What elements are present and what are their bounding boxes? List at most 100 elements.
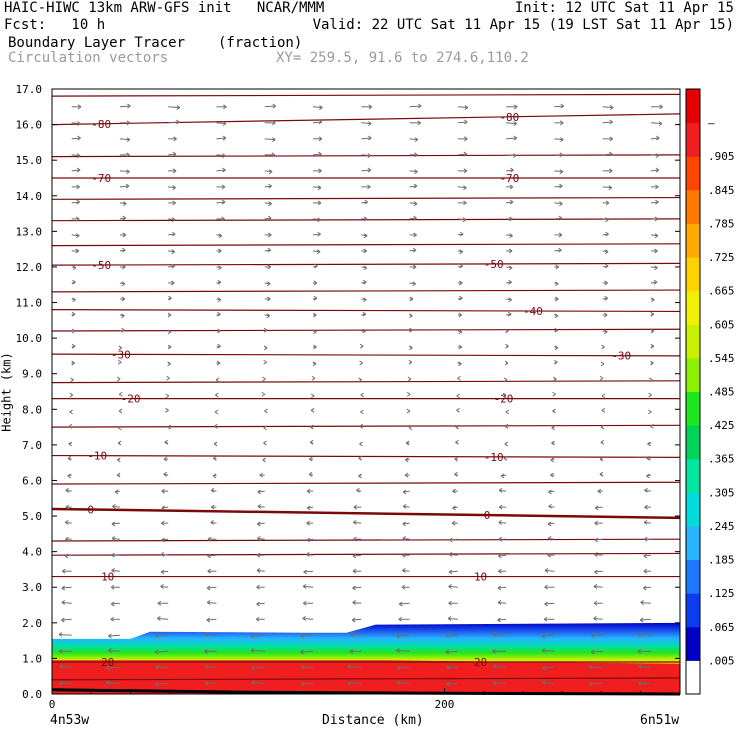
vector-arrowhead <box>396 665 401 671</box>
vector-arrowhead <box>272 120 276 126</box>
vector-arrowhead <box>492 680 497 686</box>
vector-arrowhead <box>75 248 79 254</box>
circulation-vector <box>251 666 265 669</box>
vector-arrowhead <box>111 568 115 573</box>
vector-arrowhead <box>256 552 261 558</box>
vector-arrowhead <box>459 249 463 255</box>
vector-arrowhead <box>222 167 226 173</box>
vector-arrowhead <box>396 648 400 653</box>
circulation-vector <box>591 650 603 653</box>
circulation-vector <box>396 649 410 652</box>
vector-arrowhead <box>160 584 164 589</box>
colorbar-swatch <box>686 593 700 628</box>
vector-arrowhead <box>112 503 116 509</box>
vector-arrowhead <box>646 473 650 479</box>
vector-arrowhead <box>367 153 372 159</box>
circulation-vector <box>71 122 81 125</box>
y-tick-label: 16.0 <box>16 119 43 132</box>
colorbar-swatch <box>686 89 700 124</box>
vector-arrowhead <box>413 183 418 189</box>
vector-arrowhead <box>69 392 74 398</box>
vector-arrowhead <box>363 297 367 303</box>
circulation-vector <box>361 154 371 157</box>
vector-arrowhead <box>257 489 261 495</box>
vector-arrowhead <box>167 344 172 350</box>
vector-arrowhead <box>217 328 221 334</box>
y-tick-label: 13.0 <box>16 225 43 238</box>
vector-arrowhead <box>643 568 648 574</box>
vector-arrowhead <box>550 457 554 463</box>
vector-arrowhead <box>272 103 277 109</box>
colorbar-swatch <box>686 391 700 426</box>
vector-arrowhead <box>349 632 354 637</box>
vector-arrowhead <box>310 407 315 413</box>
vector-arrowhead <box>68 441 72 447</box>
vector-arrowhead <box>551 425 555 431</box>
vector-arrowhead <box>637 632 642 637</box>
circulation-vector <box>506 201 514 204</box>
vector-arrowhead <box>604 280 608 286</box>
vector-arrowhead <box>464 136 468 142</box>
vector-arrowhead <box>76 184 80 190</box>
vector-arrowhead <box>353 519 357 525</box>
vector-arrowhead <box>510 167 514 173</box>
vector-arrowhead <box>554 345 559 351</box>
vector-arrowhead <box>72 279 76 285</box>
vector-arrowhead <box>363 248 367 254</box>
colorbar-swatch <box>686 357 700 392</box>
vector-arrowhead <box>409 313 413 319</box>
vector-arrowhead <box>458 312 463 318</box>
y-tick-label: 1.0 <box>22 652 42 665</box>
colorbar-swatch <box>686 559 700 594</box>
vector-arrowhead <box>458 329 463 335</box>
vector-arrowhead <box>352 553 357 559</box>
isotherm-line <box>51 538 681 542</box>
vector-arrowhead <box>167 329 172 335</box>
vector-arrowhead <box>122 232 127 238</box>
vector-arrowhead <box>605 231 609 237</box>
vector-arrowhead <box>256 568 261 573</box>
circulation-vector <box>457 218 466 221</box>
vector-arrowhead <box>105 665 110 671</box>
vector-arrowhead <box>503 455 508 461</box>
vector-arrowhead <box>594 551 598 557</box>
vector-arrowhead <box>222 135 227 141</box>
isotherm-label: -80 <box>499 111 519 124</box>
vector-arrowhead <box>417 103 422 109</box>
circulation-vector <box>499 489 507 492</box>
vector-arrowhead <box>121 327 125 333</box>
vector-arrowhead <box>306 537 311 543</box>
isotherm-line <box>51 552 681 556</box>
vector-arrowhead <box>542 665 546 671</box>
field-unit: (fraction) <box>218 35 303 51</box>
isotherm-label: -40 <box>523 305 543 318</box>
circulation-vector <box>399 602 410 605</box>
circulation-vector <box>650 234 659 237</box>
vector-arrowhead <box>413 215 417 221</box>
colorbar-swatch <box>686 257 700 292</box>
vector-arrowhead <box>313 295 318 301</box>
vector-arrowhead <box>368 104 373 110</box>
vector-arrowhead <box>463 185 467 191</box>
colorbar-frame <box>685 88 701 695</box>
vector-arrowhead <box>65 519 69 525</box>
field-name: Boundary Layer Tracer <box>8 35 186 51</box>
circulation-vector <box>257 505 265 508</box>
vector-arrowhead <box>204 632 208 637</box>
vector-arrowhead <box>71 328 76 334</box>
vector-arrowhead <box>505 328 509 334</box>
vector-arrowhead <box>313 280 318 286</box>
vector-arrowhead <box>659 104 663 110</box>
vector-arrowhead <box>458 361 462 367</box>
vector-arrowhead <box>398 601 403 607</box>
vector-arrowhead <box>498 568 502 574</box>
isotherm-line <box>51 507 681 520</box>
vector-arrowhead <box>654 265 658 271</box>
vector-arrowhead <box>402 489 407 495</box>
circulation-vector <box>168 121 180 124</box>
colorbar-label: .845 <box>708 184 735 197</box>
vector-arrowhead <box>646 455 650 461</box>
circulation-vector <box>396 682 410 684</box>
circulation-vector <box>638 666 651 668</box>
vector-arrowhead <box>217 297 222 303</box>
